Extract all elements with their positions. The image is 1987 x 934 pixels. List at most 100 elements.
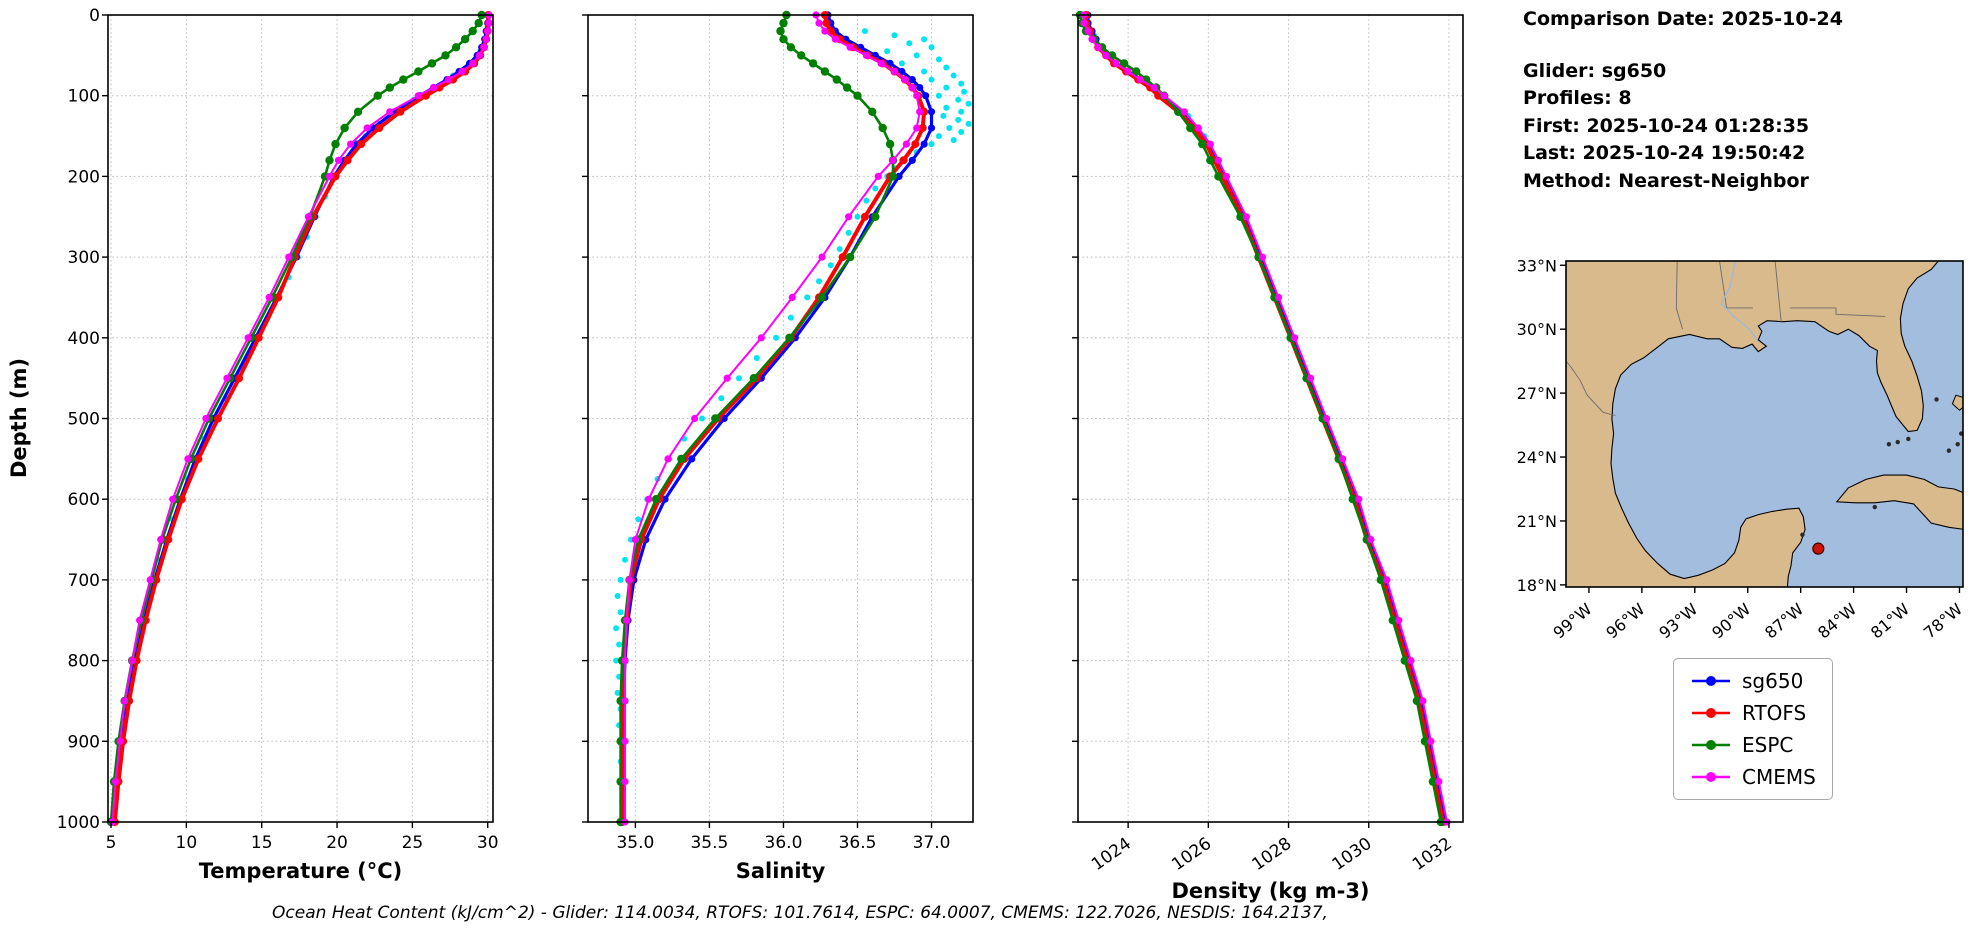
series-marker-RTOFS	[235, 374, 244, 383]
small-island	[1872, 504, 1877, 510]
temperature-plot: 5 10 15 20 25 30 Temperature (°C)	[102, 10, 499, 883]
series-marker-sg650	[916, 84, 924, 92]
series-marker-CMEMS	[111, 778, 120, 786]
series-marker-ESPC	[1348, 495, 1357, 504]
map-lon-label: 90°W	[1708, 599, 1754, 642]
series-marker-ESPC	[817, 293, 827, 302]
series-marker-RTOFS	[822, 19, 831, 28]
obs-scatter-point	[753, 355, 760, 361]
series-marker-CMEMS	[845, 213, 853, 221]
method-label: Method: Nearest-Neighbor	[1523, 169, 1809, 192]
series-marker-RTOFS	[375, 124, 384, 132]
cuba-landmass	[1835, 474, 1963, 530]
obs-scatter-point	[906, 40, 913, 47]
series-marker-CMEMS	[664, 455, 672, 463]
series-marker-sg650	[908, 156, 916, 164]
series-marker-CMEMS	[1112, 59, 1120, 67]
small-island	[1934, 397, 1939, 402]
series-marker-ESPC	[845, 252, 855, 262]
series-marker-sg650	[927, 124, 936, 132]
map-lat-label: 27°N	[1517, 384, 1557, 403]
x-tick-label: 1028	[1249, 834, 1296, 875]
series-marker-sg650	[661, 495, 669, 503]
obs-scatter-point	[773, 334, 780, 341]
series-marker-CMEMS	[469, 59, 477, 67]
series-marker-CMEMS	[908, 84, 916, 92]
series-marker-ESPC	[1198, 139, 1207, 149]
depth-tick-label: 400	[68, 329, 100, 349]
legend-label: sg650	[1742, 669, 1804, 693]
series-marker-ESPC	[832, 75, 841, 84]
series-marker-CMEMS	[1084, 27, 1092, 35]
map-frame	[1565, 260, 1964, 588]
series-marker-CMEMS	[757, 334, 765, 342]
obs-scatter-point	[958, 129, 965, 135]
series-marker-CMEMS	[1124, 67, 1132, 76]
series-marker-RTOFS	[214, 414, 222, 423]
comparison-date: Comparison Date: 2025-10-24	[1523, 8, 1843, 30]
obs-scatter-point	[845, 229, 852, 236]
series-marker-ESPC	[385, 83, 394, 92]
series-marker-ESPC	[474, 18, 483, 28]
last-profile-time: Last: 2025-10-24 19:50:42	[1523, 142, 1806, 165]
mainland-landmass	[1566, 261, 1940, 587]
obs-scatter-point	[913, 52, 920, 59]
salinity-axis-label: Salinity	[736, 859, 826, 883]
series-marker-ESPC	[1420, 737, 1430, 746]
series-marker-sg650	[908, 76, 916, 84]
density-axis-label: Density (kg m-3)	[1171, 879, 1369, 903]
series-marker-sg650	[927, 108, 936, 116]
map-lat-label: 24°N	[1517, 448, 1557, 467]
x-tick-label: 1032	[1409, 834, 1456, 875]
obs-scatter-point	[928, 76, 935, 83]
small-island	[1946, 448, 1952, 453]
obs-scatter-point	[718, 395, 725, 402]
depth-tick-label: 1000	[57, 813, 100, 833]
series-marker-ESPC	[871, 212, 880, 221]
series-marker-sg650	[922, 92, 930, 100]
map-lon-label: 84°W	[1814, 599, 1860, 642]
series-marker-ESPC	[340, 123, 349, 133]
obs-scatter-point	[965, 100, 972, 107]
obs-scatter-point	[955, 96, 962, 103]
series-marker-CMEMS	[815, 19, 823, 27]
map-lat-label: 18°N	[1517, 576, 1557, 595]
map-lon-label: 93°W	[1655, 599, 1701, 642]
series-marker-RTOFS	[918, 124, 927, 132]
depth-tick-label: 900	[68, 732, 100, 752]
series-marker-CMEMS	[901, 76, 909, 84]
series-marker-ESPC	[711, 414, 720, 423]
series-marker-CMEMS	[1180, 108, 1188, 116]
series-marker-CMEMS	[484, 27, 492, 35]
series-marker-CMEMS	[625, 576, 634, 584]
series-marker-CMEMS	[1407, 657, 1415, 665]
series-marker-CMEMS	[265, 293, 273, 301]
x-tick-label: 20	[326, 833, 348, 853]
series-marker-ESPC	[399, 75, 408, 84]
small-island	[1895, 439, 1900, 445]
series-marker-ESPC	[1400, 656, 1410, 665]
series-line-ESPC	[109, 14, 483, 823]
series-marker-ESPC	[785, 333, 794, 342]
obs-scatter-point	[950, 137, 957, 144]
series-marker-CMEMS	[1160, 92, 1168, 100]
series-marker-CMEMS	[285, 253, 293, 261]
series-marker-ESPC	[1206, 156, 1215, 165]
series-marker-CMEMS	[1194, 124, 1202, 132]
obs-scatter-point	[622, 556, 628, 563]
obs-scatter-point	[961, 88, 968, 95]
series-marker-CMEMS	[1136, 76, 1144, 84]
depth-tick-label: 700	[68, 571, 100, 591]
legend-entry-ESPC: ESPC	[1690, 733, 1816, 757]
series-marker-ESPC	[1428, 777, 1438, 786]
series-marker-ESPC	[853, 91, 862, 100]
depth-tick-label: 300	[68, 248, 100, 268]
map-lon-label: 78°W	[1920, 599, 1966, 642]
series-marker-CMEMS	[1080, 19, 1088, 27]
series-marker-ESPC	[1186, 123, 1195, 133]
series-marker-CMEMS	[889, 156, 897, 164]
series-marker-RTOFS	[343, 156, 352, 165]
obs-scatter-point	[827, 262, 834, 269]
series-marker-CMEMS	[334, 156, 343, 164]
obs-scatter-point	[943, 84, 950, 91]
